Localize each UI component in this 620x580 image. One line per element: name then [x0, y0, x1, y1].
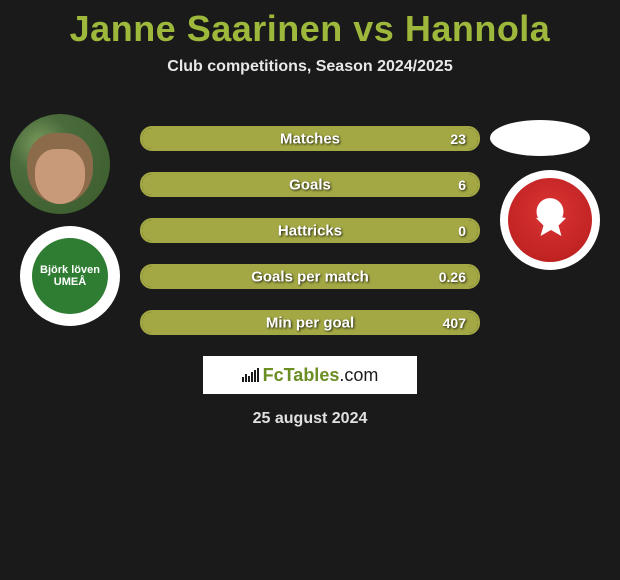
brand-chart-icon — [242, 368, 259, 382]
stat-row: Goals 6 — [140, 172, 480, 197]
stat-row: Goals per match 0.26 — [140, 264, 480, 289]
player1-avatar — [10, 114, 110, 214]
stat-label: Goals per match — [251, 268, 369, 285]
stat-row: Matches 23 — [140, 126, 480, 151]
stat-value-right: 0 — [458, 223, 466, 239]
date-label: 25 august 2024 — [253, 410, 368, 428]
stat-row: Hattricks 0 — [140, 218, 480, 243]
page-title: Janne Saarinen vs Hannola — [0, 0, 620, 50]
subtitle: Club competitions, Season 2024/2025 — [0, 58, 620, 76]
brand-name: FcTables — [263, 365, 340, 385]
player1-club-logo: Björk löven UMEÅ — [20, 226, 120, 326]
stat-label: Matches — [280, 130, 340, 147]
club2-badge — [508, 178, 592, 262]
stat-label: Goals — [289, 176, 331, 193]
stat-value-right: 23 — [450, 131, 466, 147]
stats-container: Matches 23 Goals 6 Hattricks 0 Goals per match… — [140, 126, 480, 356]
player2-club-logo — [500, 170, 600, 270]
brand-box[interactable]: FcTables.com — [203, 356, 417, 394]
stat-label: Min per goal — [266, 314, 354, 331]
stat-value-right: 0.26 — [439, 269, 466, 285]
stat-row: Min per goal 407 — [140, 310, 480, 335]
club1-badge: Björk löven UMEÅ — [32, 238, 108, 314]
brand-suffix: .com — [339, 365, 378, 385]
stat-value-right: 6 — [458, 177, 466, 193]
stat-label: Hattricks — [278, 222, 342, 239]
player2-avatar — [490, 120, 590, 156]
stat-value-right: 407 — [443, 315, 466, 331]
brand-text: FcTables.com — [263, 365, 379, 386]
